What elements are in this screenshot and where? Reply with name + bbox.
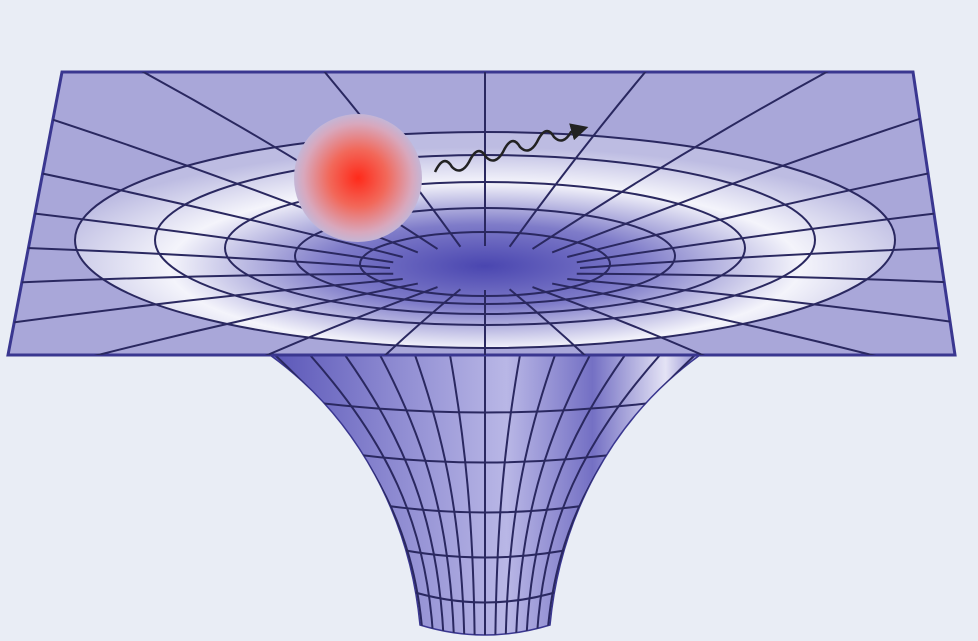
- radial-line: [8, 282, 419, 355]
- funnel-line: [309, 355, 435, 635]
- radial-line: [508, 288, 719, 355]
- radial-line: [576, 171, 955, 264]
- wave-arrow: [433, 123, 589, 173]
- funnel-line: [449, 355, 476, 635]
- funnel-line: [525, 355, 626, 635]
- funnel-line: [344, 355, 445, 635]
- radial-line: [8, 238, 391, 269]
- radial-line: [8, 278, 403, 355]
- radial-line: [567, 109, 955, 258]
- radial-line: [532, 286, 936, 355]
- radial-line: [508, 72, 719, 248]
- funnel-line: [535, 355, 661, 635]
- radial-line: [8, 109, 403, 258]
- radial-line: [576, 272, 955, 309]
- radial-line: [551, 282, 955, 355]
- funnel-line: [504, 355, 556, 635]
- funnel-line: [515, 355, 591, 635]
- funnel-line: [414, 355, 466, 635]
- radial-line: [251, 72, 462, 248]
- radial-line: [531, 72, 936, 250]
- radial-line: [8, 171, 394, 264]
- radial-line: [34, 286, 438, 355]
- mass-ball: [294, 114, 422, 242]
- radial-line: [567, 278, 955, 355]
- radial-line: [251, 288, 462, 355]
- funnel-line: [379, 355, 455, 635]
- radial-line: [551, 72, 955, 254]
- funnel-line: [494, 355, 521, 635]
- radial-line: [579, 238, 955, 269]
- radial-line: [8, 272, 394, 309]
